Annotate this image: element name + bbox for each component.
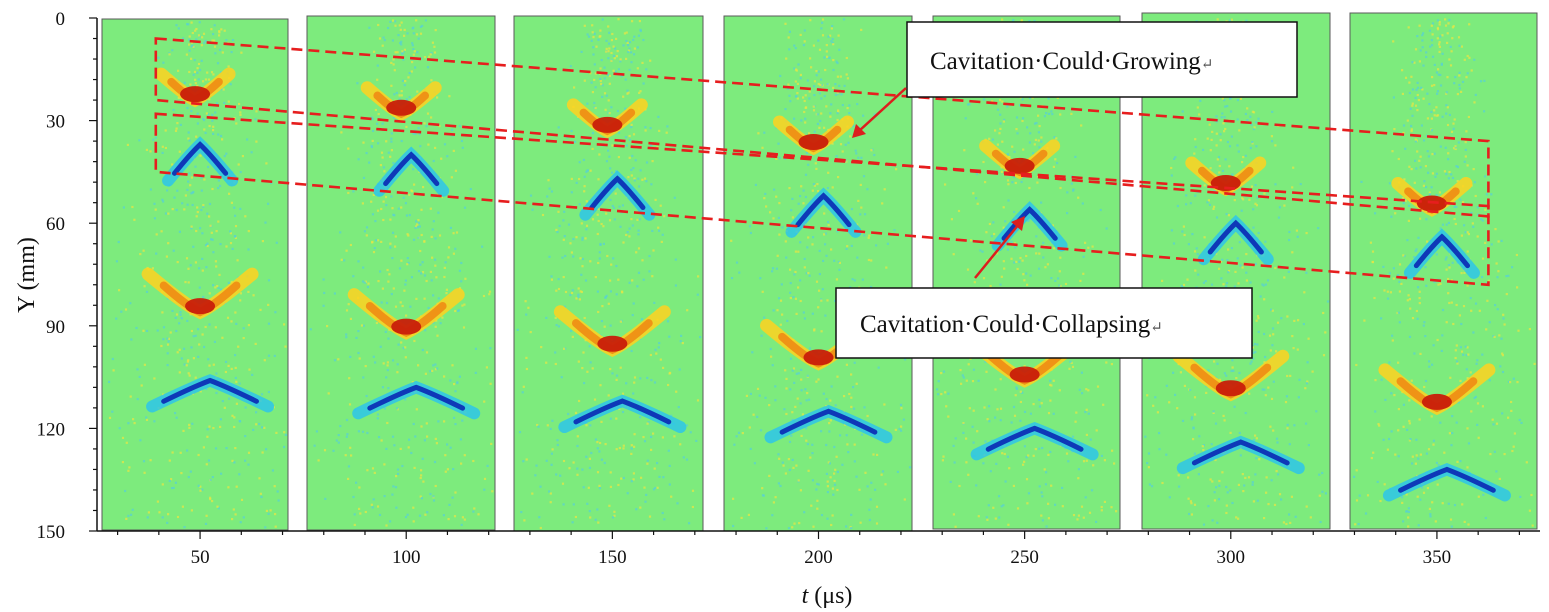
panel-300-collapse-3: [1176, 435, 1305, 475]
panel-250: [932, 15, 1121, 530]
axes: 0 30 60 90 120 150 50 100 150 200 250 300 350: [37, 9, 1540, 568]
panel-350-collapse-1: [1403, 228, 1480, 279]
panel-100-collapse-1: [373, 146, 450, 197]
panel-200-noise: [730, 18, 912, 530]
x-tick-label-300: 300: [1217, 547, 1246, 568]
panel-200-collapse-3: [764, 404, 893, 444]
collapsing-band: [154, 112, 1490, 287]
x-tick-label-50: 50: [191, 547, 210, 568]
y-tick-label-60: 60: [46, 214, 65, 235]
panel-150-growth-2: [553, 305, 671, 357]
panel-350-growth-0: [1391, 177, 1473, 217]
annotation-growing-text: Cavitation·Could·Growing↵: [930, 48, 1213, 75]
annotation-collapsing-text: Cavitation·Could·Collapsing↵: [860, 311, 1163, 338]
panel-250-growth-0: [979, 139, 1061, 180]
panel-350-field: [1349, 12, 1538, 530]
panel-150-collapse-1: [579, 170, 656, 221]
panel-50-collapse-3: [146, 374, 275, 413]
heatmap-panels: [101, 12, 1538, 532]
panel-50-collapse-1: [162, 136, 239, 187]
panel-200-growth-0: [773, 115, 854, 156]
arrow-growing: [852, 87, 907, 138]
panel-50: [101, 18, 289, 531]
panel-200: [723, 15, 913, 532]
panel-300: [1141, 12, 1331, 530]
y-tick-label-90: 90: [46, 317, 65, 338]
panel-350-growth-2: [1378, 363, 1496, 416]
panel-100-noise: [309, 19, 494, 527]
panel-250-collapse-1: [991, 201, 1068, 252]
annotation-growing-label: Cavitation·Could·Growing: [930, 48, 1201, 75]
annotation-collapsing-label: Cavitation·Could·Collapsing: [860, 311, 1151, 338]
panel-100-collapse-3: [352, 380, 481, 420]
panel-300-collapse-1: [1197, 214, 1274, 266]
panel-50-growth-2: [141, 267, 259, 320]
annotation-box-growing: [906, 21, 1298, 98]
y-tick-label-150: 150: [37, 522, 66, 543]
x-tick-label-150: 150: [598, 547, 627, 568]
panel-100-field: [306, 15, 496, 531]
x-tick-label-100: 100: [392, 547, 421, 568]
annotation-box-collapsing: [835, 287, 1253, 359]
panel-150-growth-0: [566, 98, 648, 139]
y-tick-label-30: 30: [46, 112, 65, 133]
x-tick-label-350: 350: [1423, 547, 1452, 568]
panel-350: [1349, 12, 1538, 530]
panel-350-collapse-3: [1382, 463, 1511, 502]
x-axis-symbol: t: [802, 583, 810, 609]
x-tick-label-200: 200: [804, 547, 833, 568]
panel-250-collapse-3: [970, 421, 1099, 461]
x-axis-unit: (μs): [808, 583, 852, 609]
annotation-collapsing-mark: ↵: [1150, 320, 1163, 336]
arrow-collapsing: [974, 216, 1025, 279]
y-tick-label-0: 0: [56, 9, 66, 30]
panel-300-growth-2: [1172, 349, 1290, 402]
panel-200-collapse-1: [785, 187, 862, 238]
annotation-growing-mark: ↵: [1201, 57, 1214, 73]
y-tick-label-120: 120: [37, 419, 66, 440]
y-axis-title: Y (mm): [14, 237, 40, 313]
panel-150-field: [513, 15, 704, 532]
panel-100-growth-2: [347, 288, 465, 340]
x-axis-title: t (μs): [802, 583, 853, 609]
dashed-bands: [154, 37, 1490, 287]
panel-100: [306, 15, 496, 531]
x-tick-label-250: 250: [1010, 547, 1039, 568]
panel-150-collapse-3: [558, 394, 687, 434]
panel-200-field: [723, 15, 913, 532]
annotations: Cavitation·Could·Growing↵ Cavitation·Cou…: [835, 21, 1298, 359]
panel-100-growth-0: [360, 81, 442, 122]
panel-50-growth-0: [154, 67, 236, 108]
panel-150: [513, 15, 704, 532]
